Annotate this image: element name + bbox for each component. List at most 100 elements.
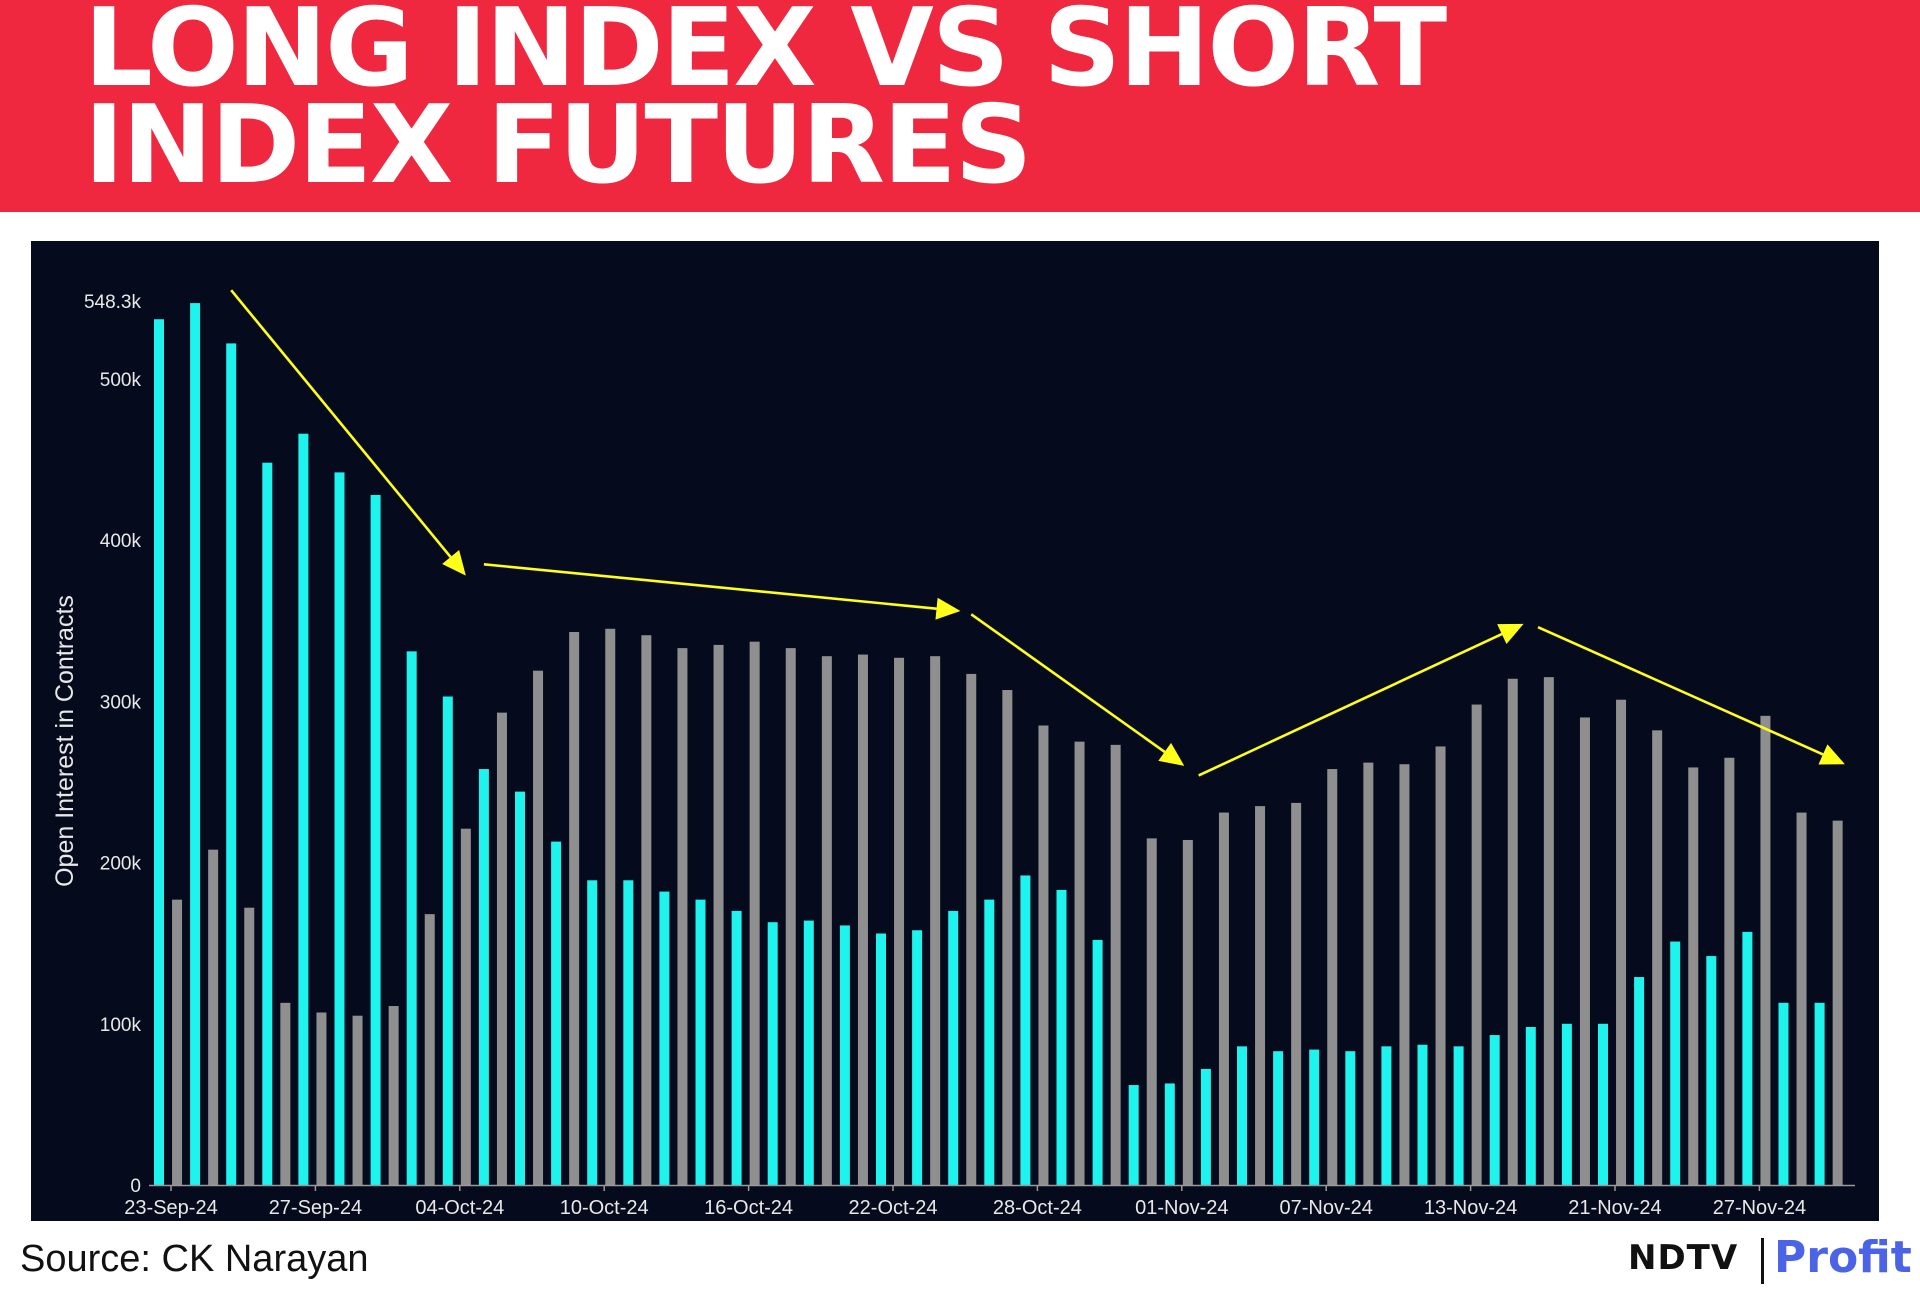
short-bar — [1218, 812, 1229, 1185]
long-bar — [298, 433, 309, 1185]
long-bar — [1092, 939, 1103, 1185]
short-bar — [496, 712, 507, 1185]
short-bar — [1363, 762, 1374, 1185]
logo-ndtv-text: NDTV — [1628, 1238, 1739, 1278]
long-bar — [515, 791, 525, 1185]
short-bar — [1110, 744, 1121, 1185]
y-axis-label: Open Interest in Contracts — [51, 595, 79, 887]
short-bar — [1652, 730, 1663, 1185]
short-bar — [460, 828, 471, 1185]
long-bar — [1020, 875, 1031, 1185]
trend-arrow-line — [970, 613, 1166, 753]
long-bar — [226, 343, 237, 1185]
short-bar — [1327, 769, 1338, 1185]
short-bar — [1760, 715, 1771, 1185]
x-tick-label: 27-Nov-24 — [1713, 1197, 1806, 1219]
long-bar — [695, 899, 706, 1185]
short-bar — [388, 1006, 399, 1185]
long-bar — [1381, 1046, 1392, 1185]
short-bar — [641, 635, 652, 1185]
long-bar — [551, 841, 562, 1185]
short-bar — [352, 1015, 363, 1185]
logo-divider — [1761, 1238, 1764, 1284]
trend-arrow-head — [1497, 623, 1524, 645]
y-tick-label: 300k — [100, 692, 142, 713]
short-bar — [1507, 678, 1518, 1185]
y-tick-label: 0 — [130, 1176, 141, 1197]
short-bar — [1255, 806, 1266, 1185]
x-tick-label: 21-Nov-24 — [1568, 1197, 1661, 1219]
short-bar — [1038, 725, 1049, 1185]
ndtv-profit-logo: NDTV Profit — [1628, 1232, 1912, 1286]
long-bar — [731, 910, 742, 1185]
short-bar — [713, 644, 724, 1185]
long-bar — [912, 930, 923, 1185]
y-axis: 0 100k 200k 300k 400k 500k 548.3k — [84, 292, 142, 1197]
short-bar — [1471, 704, 1482, 1185]
short-bar — [424, 914, 435, 1185]
short-bar — [1002, 690, 1013, 1185]
x-tick-label: 07-Nov-24 — [1280, 1197, 1373, 1219]
short-bar — [1074, 741, 1085, 1185]
x-axis: 23-Sep-24 27-Sep-24 04-Oct-24 10-Oct-24 16-O… — [124, 1184, 1855, 1219]
x-tick-label: 01-Nov-24 — [1135, 1197, 1228, 1219]
bar-chart: 0 100k 200k 300k 400k 500k 548.3k 23-Sep-24 27-… — [51, 289, 1855, 1219]
short-bar — [533, 670, 544, 1185]
long-bar — [1561, 1023, 1572, 1185]
short-bar — [316, 1012, 327, 1185]
short-bar — [1291, 802, 1302, 1185]
short-bar — [1616, 699, 1627, 1185]
title-banner: LONG INDEX VS SHORT INDEX FUTURES — [0, 0, 1920, 212]
long-bar — [154, 319, 164, 1185]
short-bar — [1688, 767, 1699, 1185]
long-bar — [1598, 1023, 1608, 1185]
long-bar — [1742, 931, 1753, 1185]
long-bar — [1814, 1002, 1825, 1185]
trend-arrow-head — [1818, 744, 1845, 765]
long-bar — [1525, 1026, 1536, 1185]
y-tick-label: 548.3k — [84, 292, 142, 313]
x-tick-label: 28-Oct-24 — [993, 1197, 1082, 1219]
short-bar — [1182, 839, 1193, 1185]
long-bar — [839, 925, 850, 1185]
long-bar — [406, 651, 417, 1185]
short-bar — [749, 641, 760, 1185]
short-bar — [1399, 764, 1410, 1185]
short-bar — [1724, 757, 1735, 1185]
short-bar — [605, 628, 616, 1185]
x-tick-label: 10-Oct-24 — [560, 1197, 649, 1219]
chart-title: LONG INDEX VS SHORT INDEX FUTURES — [84, 0, 1447, 208]
long-bar — [1417, 1044, 1428, 1185]
long-bar — [587, 880, 598, 1185]
short-bar — [280, 1002, 291, 1185]
logo-profit-text: Profit — [1774, 1232, 1912, 1283]
long-bar — [262, 462, 273, 1185]
short-bar — [785, 648, 796, 1185]
short-bar — [1796, 812, 1807, 1185]
long-bar — [1634, 977, 1645, 1185]
long-bar — [803, 920, 814, 1185]
x-tick-label: 04-Oct-24 — [415, 1197, 504, 1219]
short-bar — [569, 631, 580, 1185]
long-bar — [767, 922, 778, 1185]
short-bar — [1543, 677, 1554, 1185]
y-tick-label: 200k — [100, 854, 142, 875]
long-bar — [1200, 1068, 1211, 1185]
short-bar — [821, 656, 832, 1185]
long-bar — [334, 472, 345, 1185]
short-bar — [172, 899, 183, 1185]
long-bar — [1309, 1049, 1320, 1185]
short-bar — [966, 673, 977, 1185]
long-bar — [1489, 1035, 1500, 1185]
trend-arrow-line — [1537, 625, 1824, 756]
long-bar — [1670, 941, 1681, 1185]
long-bar — [876, 933, 886, 1185]
chart-panel: 0 100k 200k 300k 400k 500k 548.3k 23-Sep-24 27-… — [31, 241, 1879, 1221]
long-bar — [1056, 889, 1067, 1185]
trend-arrow-line — [230, 289, 452, 558]
short-bar — [857, 654, 868, 1185]
long-bar — [1164, 1083, 1175, 1185]
long-bar — [478, 769, 489, 1185]
trend-arrow-head — [935, 597, 961, 620]
long-bar — [1706, 956, 1717, 1185]
